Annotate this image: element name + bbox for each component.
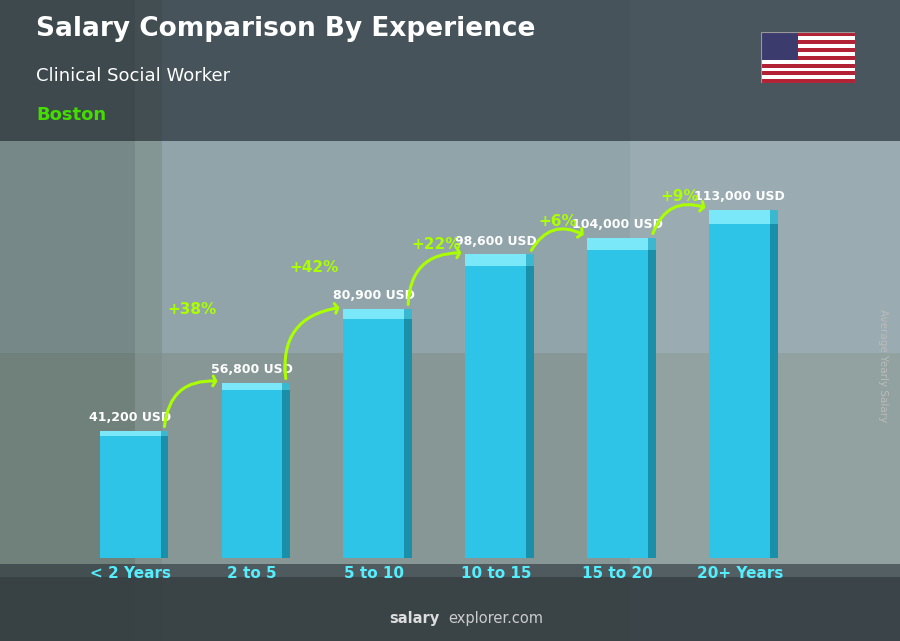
Bar (135, 0, 630, 641)
Bar (465, 254, 526, 267)
Text: +38%: +38% (167, 302, 217, 317)
Bar (283, 383, 290, 390)
Bar (630, 0, 900, 641)
Bar (526, 254, 534, 267)
Text: salary: salary (390, 611, 440, 626)
Text: +42%: +42% (290, 260, 339, 275)
Text: Clinical Social Worker: Clinical Social Worker (36, 67, 230, 85)
Bar (588, 238, 648, 251)
Bar (760, 72, 855, 76)
Text: Average Yearly Salary: Average Yearly Salary (878, 309, 887, 422)
Text: 80,900 USD: 80,900 USD (333, 289, 415, 302)
Bar (160, 431, 168, 436)
Bar (709, 210, 770, 224)
Bar (760, 44, 855, 48)
Bar (760, 79, 855, 83)
Bar (404, 309, 411, 558)
Bar (283, 383, 290, 558)
Text: Salary Comparison By Experience: Salary Comparison By Experience (36, 16, 536, 42)
Bar (221, 383, 283, 558)
Bar (770, 210, 778, 224)
Bar (0, 564, 900, 641)
Bar (0, 577, 900, 641)
Text: 56,800 USD: 56,800 USD (212, 363, 292, 376)
Bar (760, 40, 855, 44)
Bar (526, 254, 534, 558)
Bar (770, 210, 778, 558)
Bar (760, 32, 798, 60)
Bar (0, 0, 900, 141)
Bar (648, 238, 655, 558)
Text: Boston: Boston (36, 106, 106, 124)
Bar (588, 238, 648, 558)
Bar (760, 36, 855, 40)
Bar (760, 60, 855, 63)
Text: +22%: +22% (411, 237, 461, 252)
Text: explorer.com: explorer.com (448, 611, 544, 626)
Text: 41,200 USD: 41,200 USD (89, 411, 171, 424)
Bar (344, 309, 404, 558)
Bar (760, 32, 855, 36)
Text: 98,600 USD: 98,600 USD (455, 235, 536, 247)
Bar (709, 210, 770, 558)
Bar (160, 431, 168, 558)
Text: +6%: +6% (539, 213, 578, 229)
Bar (760, 56, 855, 60)
Bar (648, 238, 655, 251)
Bar (760, 63, 855, 67)
Text: 113,000 USD: 113,000 USD (695, 190, 785, 203)
Text: +9%: +9% (661, 188, 699, 204)
Text: 104,000 USD: 104,000 USD (572, 218, 663, 231)
Bar (404, 309, 411, 319)
Bar (0, 0, 162, 641)
Bar (0, 0, 900, 353)
Bar (760, 76, 855, 79)
Bar (760, 67, 855, 72)
Bar (760, 52, 855, 56)
Bar (344, 309, 404, 319)
Bar (465, 254, 526, 558)
Bar (100, 431, 160, 558)
Bar (100, 431, 160, 436)
Bar (760, 48, 855, 52)
Bar (221, 383, 283, 390)
